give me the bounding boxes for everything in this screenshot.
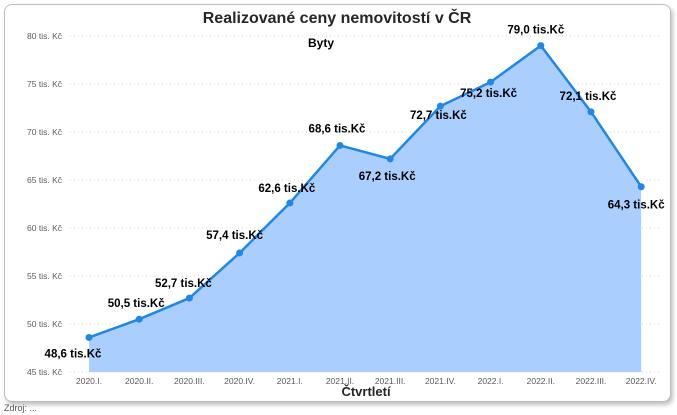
x-tick-label: 2020.IV. bbox=[224, 376, 255, 386]
data-point bbox=[487, 78, 495, 86]
data-label: 52,7 tis.Kč bbox=[155, 278, 212, 290]
y-tick-label: 50 tis. Kč bbox=[27, 319, 63, 329]
data-points bbox=[85, 42, 645, 341]
x-tick-label: 2022.I. bbox=[478, 376, 504, 386]
data-label: 79,0 tis.Kč bbox=[507, 25, 564, 37]
data-label: 57,4 tis.Kč bbox=[206, 230, 263, 242]
x-tick-label: 2020.III. bbox=[174, 376, 205, 386]
data-label: 72,1 tis.Kč bbox=[560, 91, 617, 103]
data-point bbox=[637, 183, 645, 191]
x-axis-ticks: 2020.I. 2020.II. 2020.III. 2020.IV. 2021.I. 2… bbox=[76, 376, 657, 386]
y-tick-label: 70 tis. Kč bbox=[27, 127, 63, 137]
x-tick-label: 2021.III. bbox=[375, 376, 406, 386]
y-tick-label: 45 tis. Kč bbox=[27, 367, 63, 377]
y-tick-label: 65 tis. Kč bbox=[27, 175, 63, 185]
chart-subtitle: Byty bbox=[308, 36, 334, 50]
data-label: 48,6 tis.Kč bbox=[45, 348, 102, 360]
x-tick-label: 2021.I. bbox=[277, 376, 303, 386]
data-label: 75,2 tis.Kč bbox=[460, 88, 517, 100]
data-point bbox=[587, 108, 595, 116]
data-label: 62,6 tis.Kč bbox=[258, 183, 315, 195]
x-tick-label: 2020.II. bbox=[125, 376, 153, 386]
y-tick-label: 80 tis. Kč bbox=[27, 31, 63, 41]
series-line bbox=[88, 44, 643, 339]
footnote: Zdroj: ... bbox=[4, 403, 38, 413]
series-area-fill bbox=[89, 45, 642, 372]
y-tick-label: 75 tis. Kč bbox=[27, 79, 63, 89]
y-tick-label: 55 tis. Kč bbox=[27, 271, 63, 281]
x-tick-label: 2021.II. bbox=[326, 376, 354, 386]
chart-title: Realizované ceny nemovitostí v ČR bbox=[203, 8, 472, 27]
data-point bbox=[386, 155, 394, 163]
data-point bbox=[436, 102, 444, 110]
x-tick-label: 2021.IV. bbox=[425, 376, 456, 386]
y-tick-label: 60 tis. Kč bbox=[27, 223, 63, 233]
x-tick-label: 2022.IV. bbox=[626, 376, 657, 386]
data-labels: 48,6 tis.Kč 50,5 tis.Kč 52,7 tis.Kč 57,4 ti… bbox=[45, 25, 666, 361]
x-tick-label: 2022.III. bbox=[576, 376, 607, 386]
x-axis-title: Čtvrtletí bbox=[341, 384, 391, 399]
data-label: 50,5 tis.Kč bbox=[108, 298, 165, 310]
data-point bbox=[135, 315, 143, 323]
data-point bbox=[336, 141, 344, 149]
data-point bbox=[85, 333, 93, 341]
data-point bbox=[185, 294, 193, 302]
x-tick-label: 2020.I. bbox=[76, 376, 102, 386]
data-point bbox=[537, 42, 545, 50]
y-axis-ticks: 45 tis. Kč 50 tis. Kč 55 tis. Kč 60 tis. Kč… bbox=[27, 31, 63, 377]
data-label: 64,3 tis.Kč bbox=[608, 200, 665, 212]
data-point bbox=[286, 199, 294, 207]
x-tick-label: 2022.II. bbox=[527, 376, 555, 386]
data-label: 72,7 tis.Kč bbox=[410, 110, 467, 122]
data-label: 68,6 tis.Kč bbox=[309, 123, 366, 135]
data-label: 67,2 tis.Kč bbox=[359, 171, 416, 183]
data-point bbox=[236, 249, 244, 257]
